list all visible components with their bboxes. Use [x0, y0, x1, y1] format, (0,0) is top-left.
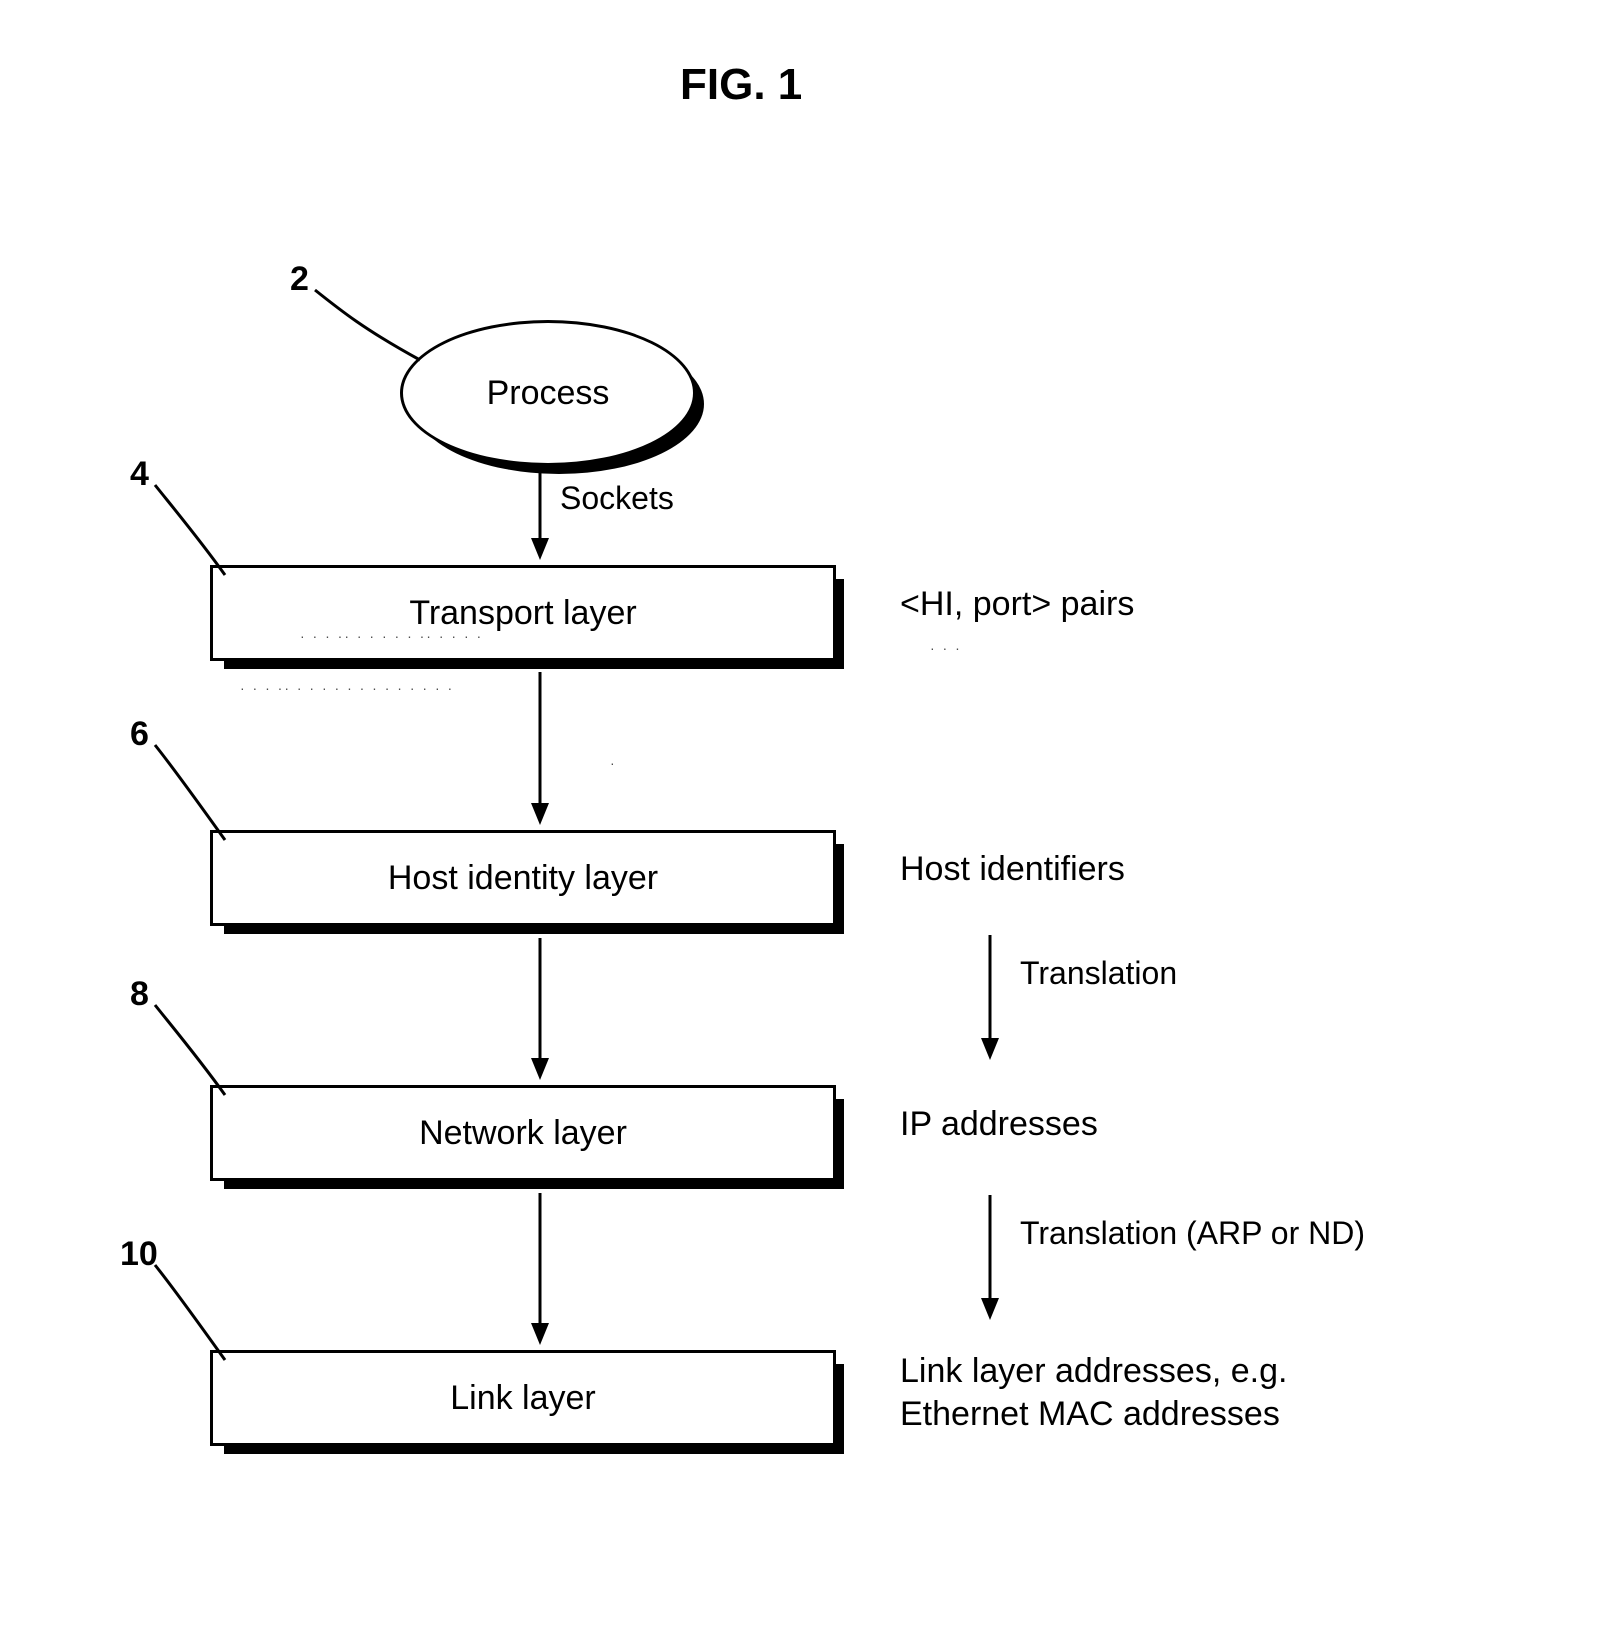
translation-label-1: Translation — [1020, 955, 1177, 992]
translation-label-2: Translation (ARP or ND) — [1020, 1215, 1365, 1252]
side-arrows — [0, 0, 1601, 1632]
diagram-canvas: FIG. 1 Process 2 Sockets Transport layer… — [0, 0, 1601, 1632]
